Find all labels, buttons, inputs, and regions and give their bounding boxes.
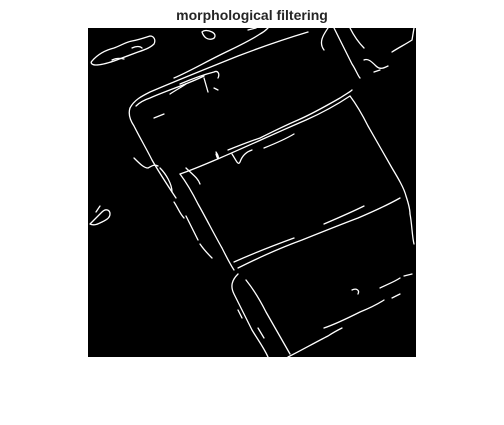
edge-road-top: [173, 28, 269, 79]
plot-title: morphological filtering: [176, 7, 328, 23]
edge-blob-top-left: [90, 35, 156, 66]
edge-image: [88, 28, 416, 357]
edge-block-upper: [129, 28, 329, 109]
edge-block-middle: [179, 95, 351, 175]
edge-map-drawing: [89, 28, 415, 357]
edge-block-lower: [231, 273, 269, 357]
